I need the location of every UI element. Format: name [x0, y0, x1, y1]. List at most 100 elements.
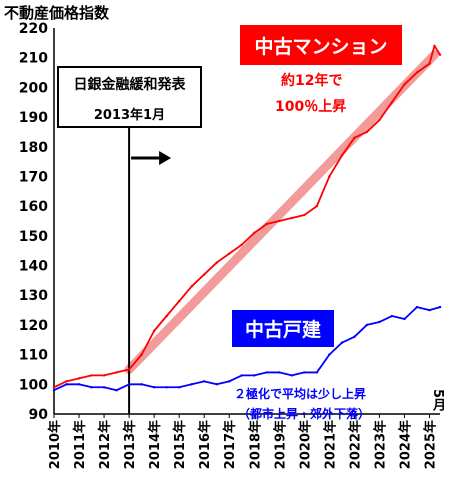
series-point-house	[378, 320, 381, 324]
series-point-house	[90, 386, 93, 389]
x-tick-label: 2025年	[422, 420, 438, 469]
series-point-house	[228, 380, 231, 383]
series-point-house	[253, 374, 256, 377]
series-point-mansion	[303, 213, 306, 217]
series-point-house	[303, 371, 306, 374]
series-point-mansion	[433, 44, 436, 48]
series-point-mansion	[253, 231, 256, 235]
series-point-house	[215, 383, 218, 386]
series-point-house	[353, 335, 356, 338]
series-point-mansion	[190, 285, 193, 288]
x-tick-label: 2014年	[147, 420, 163, 469]
series-point-house	[278, 371, 281, 374]
boj-arrow-head	[159, 151, 172, 165]
series-point-house	[52, 389, 56, 392]
series-point-house	[290, 374, 294, 377]
y-tick-label: 140	[19, 259, 48, 275]
series-point-mansion	[390, 101, 394, 104]
series-point-mansion	[428, 62, 431, 65]
series-point-mansion	[52, 386, 56, 389]
y-tick-label: 150	[19, 229, 48, 245]
y-tick-label: 190	[19, 110, 48, 126]
series-point-house	[365, 323, 369, 327]
y-tick-label: 100	[19, 377, 48, 393]
x-tick-label: 2016年	[197, 420, 213, 469]
series-point-mansion	[215, 261, 218, 264]
x-tick-label: 2015年	[172, 420, 188, 469]
series-point-house	[415, 305, 419, 309]
series-point-house	[102, 386, 106, 389]
x-tick-label: 2021年	[322, 420, 338, 469]
series-point-mansion	[240, 243, 243, 246]
series-point-house	[177, 386, 181, 389]
x-tick-label: 2024年	[397, 420, 413, 469]
series-point-house	[202, 380, 206, 383]
series-point-mansion	[152, 329, 156, 333]
series-point-mansion	[378, 118, 381, 122]
series-point-house	[340, 341, 344, 344]
series-point-house	[152, 386, 156, 389]
series-point-mansion	[403, 83, 406, 86]
boj-title: 日銀金融緩和発表	[73, 77, 186, 93]
x-tick-label: 2011年	[72, 420, 88, 469]
series-point-mansion	[278, 219, 281, 223]
series-point-house	[165, 386, 168, 389]
y-tick-label: 170	[19, 169, 48, 185]
x-tick-label: 2013年	[122, 420, 138, 469]
x-tick-label: 2017年	[222, 420, 238, 469]
series-point-mansion	[365, 130, 369, 134]
series-point-house	[315, 371, 319, 374]
series-point-mansion	[90, 374, 93, 377]
series-point-mansion	[127, 368, 131, 371]
series-point-mansion	[77, 377, 81, 380]
series-point-house	[390, 314, 394, 318]
series-point-mansion	[265, 222, 268, 226]
series-point-mansion	[415, 71, 419, 74]
x-tick-label: 2020年	[297, 420, 313, 469]
y-axis-title: 不動産価格指数	[4, 4, 110, 22]
series-point-house	[127, 383, 131, 386]
series-point-house	[190, 383, 193, 386]
series-point-mansion	[140, 353, 143, 356]
mansion-note-2: 100％上昇	[275, 99, 347, 115]
y-tick-label: 130	[19, 288, 48, 304]
series-point-house	[65, 383, 68, 386]
house-note-1: ２極化で平均は少し上昇	[234, 387, 367, 401]
mansion-label-badge: 中古マンション	[240, 25, 402, 65]
y-tick-label: 110	[19, 348, 48, 364]
y-tick-label: 160	[19, 199, 48, 215]
boj-annotation-box: 日銀金融緩和発表 2013年1月	[57, 66, 202, 128]
series-point-house	[115, 389, 118, 392]
series-point-mansion	[315, 204, 319, 208]
house-label-badge: 中古戸建	[232, 310, 334, 347]
series-point-mansion	[202, 273, 206, 276]
house-note-2: （都市上昇・郊外下落）	[238, 407, 371, 421]
series-line-house	[53, 306, 441, 392]
series-point-mansion	[290, 216, 294, 220]
x-tick-label: 2010年	[47, 420, 63, 469]
series-point-house	[428, 308, 431, 312]
trend-line	[124, 50, 439, 374]
series-point-house	[77, 383, 81, 386]
x-tick-label: 2023年	[372, 420, 388, 469]
y-tick-label: 180	[19, 140, 48, 156]
y-tick-label: 210	[19, 51, 48, 67]
series-point-house	[438, 305, 442, 309]
y-tick-label: 90	[29, 407, 49, 423]
series-point-house	[265, 371, 268, 374]
series-point-mansion	[228, 252, 231, 255]
y-tick-label: 220	[19, 21, 48, 37]
series-point-mansion	[115, 371, 118, 374]
x-end-month-label: 5月	[430, 389, 445, 412]
series-point-mansion	[438, 53, 442, 56]
series-point-mansion	[177, 299, 181, 303]
mansion-note-1: 約12年で	[281, 73, 343, 89]
series-point-mansion	[165, 314, 168, 318]
series-point-mansion	[102, 374, 106, 377]
y-tick-label: 120	[19, 318, 48, 334]
series-point-house	[328, 353, 331, 356]
series-point-mansion	[340, 154, 344, 157]
x-tick-label: 2022年	[347, 420, 363, 469]
x-tick-label: 2018年	[247, 420, 263, 469]
